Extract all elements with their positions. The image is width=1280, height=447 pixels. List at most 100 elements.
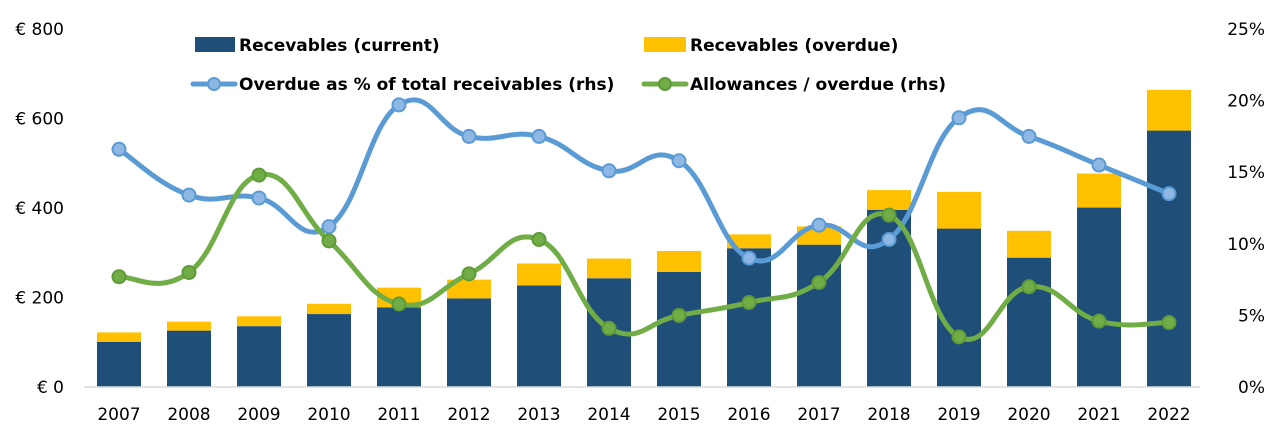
point-allowances [741, 295, 757, 311]
left-axis: € 0 € 200 € 400 € 600 € 800 [15, 20, 64, 398]
x-axis-tick-label: 2007 [97, 405, 140, 425]
x-axis-tick-label: 2009 [237, 405, 280, 425]
legend-swatch-overdue-pct-marker [207, 77, 221, 91]
legend: Recevables (current) Recevables (overdue… [190, 36, 946, 95]
bar-overdue [727, 234, 771, 249]
bar-current [727, 248, 771, 387]
legend-label-overdue-pct: Overdue as % of total receivables (rhs) [239, 75, 614, 95]
bar-overdue [167, 321, 211, 331]
legend-label-current: Recevables (current) [239, 36, 440, 56]
bar-overdue [1077, 173, 1121, 208]
bar-overdue [1007, 230, 1051, 258]
left-axis-tick-label: € 600 [15, 110, 64, 130]
point-allowances [671, 307, 687, 323]
lines [111, 97, 1177, 345]
right-axis-tick-label: 15% [1227, 163, 1265, 183]
bar-current [657, 271, 701, 387]
point-overdue-pct [1021, 128, 1037, 144]
line-overdue-pct [116, 97, 1172, 264]
bar-overdue [867, 190, 911, 210]
legend-swatch-overdue [644, 37, 686, 52]
bar-overdue [307, 303, 351, 315]
x-axis-tick-label: 2015 [657, 405, 700, 425]
bar-current [517, 285, 561, 387]
point-overdue-pct [111, 141, 127, 157]
x-axis-tick-label: 2012 [447, 405, 490, 425]
right-axis-tick-label: 5% [1238, 306, 1265, 326]
left-axis-tick-label: € 400 [15, 199, 64, 219]
point-allowances [321, 233, 337, 249]
bar-current [937, 228, 981, 387]
point-allowances [1091, 313, 1107, 329]
point-allowances [251, 167, 267, 183]
left-axis-tick-label: € 0 [37, 378, 64, 398]
point-allowances [181, 264, 197, 280]
point-overdue-pct [1091, 157, 1107, 173]
bar-overdue [447, 279, 491, 299]
point-overdue-pct [321, 219, 337, 235]
bars [97, 89, 1191, 387]
x-axis: 2007 2008 2009 2010 2011 2012 2013 2014 2015 2016… [97, 405, 1190, 425]
point-overdue-pct [391, 97, 407, 113]
legend-swatch-current [195, 37, 235, 52]
point-overdue-pct [811, 217, 827, 233]
point-allowances [1161, 315, 1177, 331]
x-axis-tick-label: 2018 [867, 405, 910, 425]
bar-overdue [97, 332, 141, 342]
point-allowances [601, 320, 617, 336]
point-overdue-pct [741, 250, 757, 266]
bar-current [167, 330, 211, 387]
point-allowances [111, 269, 127, 285]
bar-overdue [517, 263, 561, 286]
left-axis-tick-label: € 800 [15, 20, 64, 40]
right-axis-tick-label: 25% [1227, 20, 1265, 40]
x-axis-tick-label: 2019 [937, 405, 980, 425]
right-axis-tick-label: 0% [1238, 378, 1265, 398]
point-overdue-pct [951, 110, 967, 126]
x-axis-tick-label: 2022 [1147, 405, 1190, 425]
x-axis-tick-label: 2016 [727, 405, 770, 425]
x-axis-tick-label: 2017 [797, 405, 840, 425]
point-allowances [1021, 279, 1037, 295]
point-allowances [881, 207, 897, 223]
point-allowances [951, 329, 967, 345]
bar-overdue [587, 258, 631, 279]
bar-overdue [237, 316, 281, 327]
x-axis-tick-label: 2021 [1077, 405, 1120, 425]
left-axis-tick-label: € 200 [15, 289, 64, 309]
x-axis-tick-label: 2010 [307, 405, 350, 425]
legend-label-allowances: Allowances / overdue (rhs) [690, 75, 946, 95]
bar-overdue [1147, 89, 1191, 131]
legend-label-overdue: Recevables (overdue) [690, 36, 898, 56]
point-overdue-pct [601, 163, 617, 179]
bar-overdue [657, 250, 701, 272]
point-overdue-pct [181, 187, 197, 203]
x-axis-tick-label: 2008 [167, 405, 210, 425]
bar-current [97, 341, 141, 387]
x-axis-tick-label: 2011 [377, 405, 420, 425]
right-axis-tick-label: 20% [1227, 92, 1265, 112]
point-overdue-pct [881, 232, 897, 248]
bar-overdue [937, 191, 981, 229]
bar-current [1007, 257, 1051, 387]
x-axis-tick-label: 2014 [587, 405, 630, 425]
bar-current [1147, 130, 1191, 387]
point-overdue-pct [671, 153, 687, 169]
bar-current [377, 307, 421, 387]
line-allowances [116, 171, 1172, 342]
x-axis-tick-label: 2013 [517, 405, 560, 425]
point-allowances [531, 232, 547, 248]
point-allowances [391, 296, 407, 312]
point-overdue-pct [531, 128, 547, 144]
point-overdue-pct [461, 128, 477, 144]
point-overdue-pct [1161, 186, 1177, 202]
bar-current [307, 314, 351, 387]
right-axis: 0% 5% 10% 15% 20% 25% [1227, 20, 1265, 398]
point-overdue-pct [251, 190, 267, 206]
legend-swatch-allowances-marker [658, 77, 672, 91]
bar-current [447, 298, 491, 387]
point-allowances [461, 266, 477, 282]
x-axis-tick-label: 2020 [1007, 405, 1050, 425]
point-allowances [811, 274, 827, 290]
